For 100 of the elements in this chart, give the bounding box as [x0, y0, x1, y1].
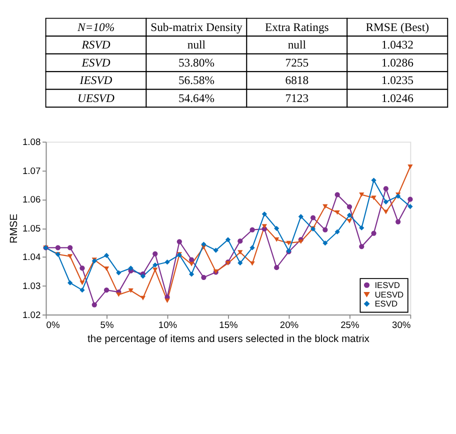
point — [201, 242, 206, 247]
point — [274, 237, 280, 242]
point — [262, 224, 267, 229]
legend-label: ESVD — [374, 298, 398, 309]
point — [189, 272, 194, 277]
x-tick-label: 0% — [46, 320, 60, 330]
point — [310, 215, 316, 220]
point — [68, 245, 73, 250]
category-label: N=10% — [76, 20, 115, 34]
point — [334, 229, 340, 234]
y-tick-label: 1.07 — [22, 166, 41, 176]
point — [176, 239, 182, 244]
point — [383, 186, 388, 192]
point — [322, 204, 328, 209]
x-tick-label: 5% — [100, 320, 114, 330]
point — [383, 199, 388, 204]
point — [104, 288, 110, 293]
y-tick-label: 1.06 — [22, 194, 41, 205]
point — [213, 248, 218, 253]
text: 1.0286 — [381, 56, 414, 70]
point — [359, 225, 364, 230]
point — [92, 302, 97, 308]
text: 1.0235 — [381, 74, 414, 88]
point — [408, 164, 413, 169]
point — [346, 204, 352, 210]
point — [128, 288, 134, 293]
category-label: Extra Ratings — [264, 20, 330, 34]
text: UESVD — [78, 92, 114, 105]
point — [140, 296, 146, 300]
text: 7123 — [285, 92, 309, 105]
text: ESVD — [82, 56, 110, 70]
point — [116, 292, 122, 297]
point — [80, 288, 85, 293]
point — [164, 298, 170, 303]
point — [322, 227, 328, 232]
point — [238, 260, 243, 266]
point — [274, 226, 280, 231]
x-tick-label: 25% — [340, 320, 360, 330]
text: 56.58% — [178, 74, 214, 88]
point — [152, 268, 158, 272]
point — [298, 214, 304, 220]
point — [359, 244, 364, 250]
point — [152, 262, 158, 268]
point — [408, 204, 413, 210]
point — [140, 274, 146, 279]
point — [396, 219, 401, 224]
point — [68, 254, 73, 259]
point — [238, 238, 243, 244]
text: null — [288, 38, 306, 52]
point — [371, 178, 376, 183]
x-tick-label: 15% — [219, 320, 238, 330]
text: 1.0432 — [381, 38, 414, 52]
point — [371, 196, 376, 200]
point — [238, 250, 243, 255]
point — [116, 270, 122, 276]
x-tick-label: 20% — [280, 320, 299, 330]
category-label: Sub-matrix Density — [150, 20, 242, 34]
x-axis-title: the percentage of items and users selected in the block matrix — [88, 334, 370, 346]
point — [371, 230, 376, 236]
text: 6818 — [285, 74, 309, 88]
legend-label: IESVD — [374, 280, 400, 290]
point — [152, 251, 158, 256]
y-tick-label: 1.04 — [22, 252, 41, 262]
point — [189, 257, 194, 262]
text: IESVD — [80, 74, 112, 88]
y-tick-label: 1.03 — [22, 281, 41, 292]
y-axis-title: RMSE — [8, 214, 20, 244]
point — [359, 192, 364, 197]
point — [250, 245, 255, 250]
x-tick-label: 30% — [392, 320, 411, 330]
point — [250, 227, 255, 232]
y-tick-label: 1.02 — [22, 310, 41, 320]
point — [346, 218, 352, 224]
point — [383, 210, 388, 214]
point — [286, 240, 292, 246]
point — [55, 245, 60, 250]
point — [80, 280, 85, 286]
point — [225, 237, 231, 242]
text: 54.64% — [178, 92, 214, 105]
point — [274, 265, 280, 270]
point — [334, 210, 340, 215]
text: RSVD — [82, 38, 110, 52]
point — [408, 196, 413, 202]
x-tick-label: 10% — [158, 320, 178, 330]
text: null — [187, 38, 206, 52]
point — [334, 192, 340, 198]
y-tick-label: 1.05 — [22, 223, 41, 234]
text: 1.0246 — [381, 92, 414, 105]
point — [68, 280, 73, 286]
text: 7255 — [285, 56, 309, 70]
category-label: RMSE (Best) — [366, 20, 430, 34]
point — [262, 211, 267, 217]
y-tick-label: 1.08 — [22, 136, 41, 147]
text: 53.80% — [178, 56, 214, 70]
point — [80, 266, 85, 271]
point — [322, 240, 328, 246]
point — [128, 266, 134, 271]
point — [250, 261, 255, 266]
point — [201, 274, 206, 280]
point — [346, 212, 352, 218]
